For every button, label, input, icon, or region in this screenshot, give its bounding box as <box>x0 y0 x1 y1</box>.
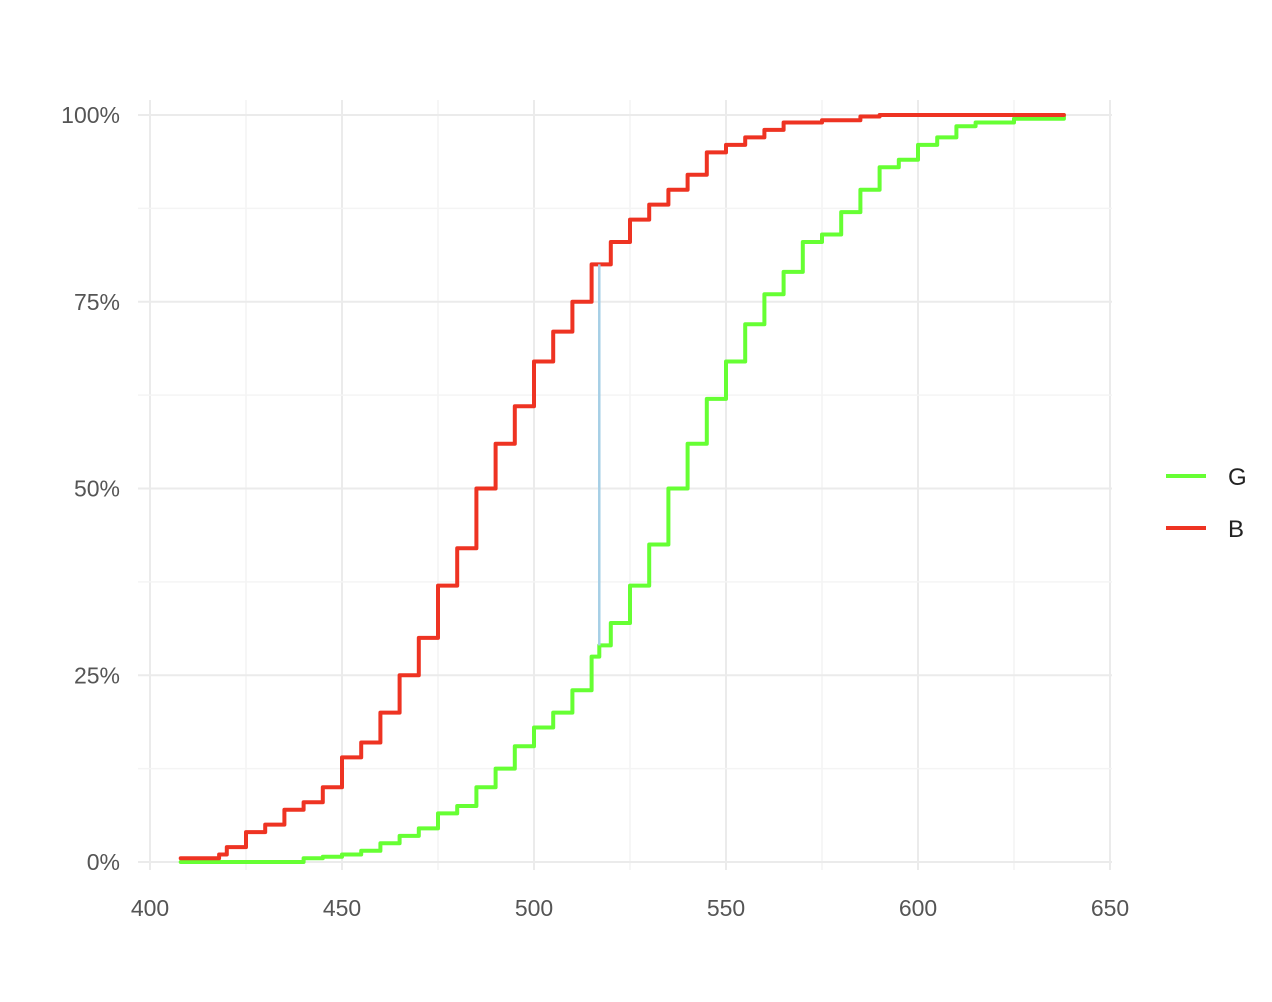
x-tick-label: 450 <box>323 895 361 921</box>
y-tick-label: 100% <box>61 102 120 128</box>
series-layer <box>178 113 1066 864</box>
x-axis-ticks: 400 450 500 550 600 650 <box>131 895 1129 921</box>
y-tick-label: 50% <box>74 476 120 502</box>
x-tick-label: 650 <box>1091 895 1129 921</box>
y-tick-label: 0% <box>87 849 120 875</box>
series-line-g <box>178 113 1066 864</box>
y-tick-label: 75% <box>74 289 120 315</box>
x-tick-label: 400 <box>131 895 169 921</box>
legend-label-g: G <box>1228 464 1247 491</box>
y-axis-ticks: 0% 25% 50% 75% 100% <box>61 102 120 875</box>
y-tick-label: 25% <box>74 662 120 688</box>
x-tick-label: 600 <box>899 895 937 921</box>
legend: GB <box>1166 464 1247 543</box>
legend-label-b: B <box>1228 516 1244 543</box>
x-tick-label: 550 <box>707 895 745 921</box>
x-tick-label: 500 <box>515 895 553 921</box>
series-line-b <box>178 113 1066 861</box>
